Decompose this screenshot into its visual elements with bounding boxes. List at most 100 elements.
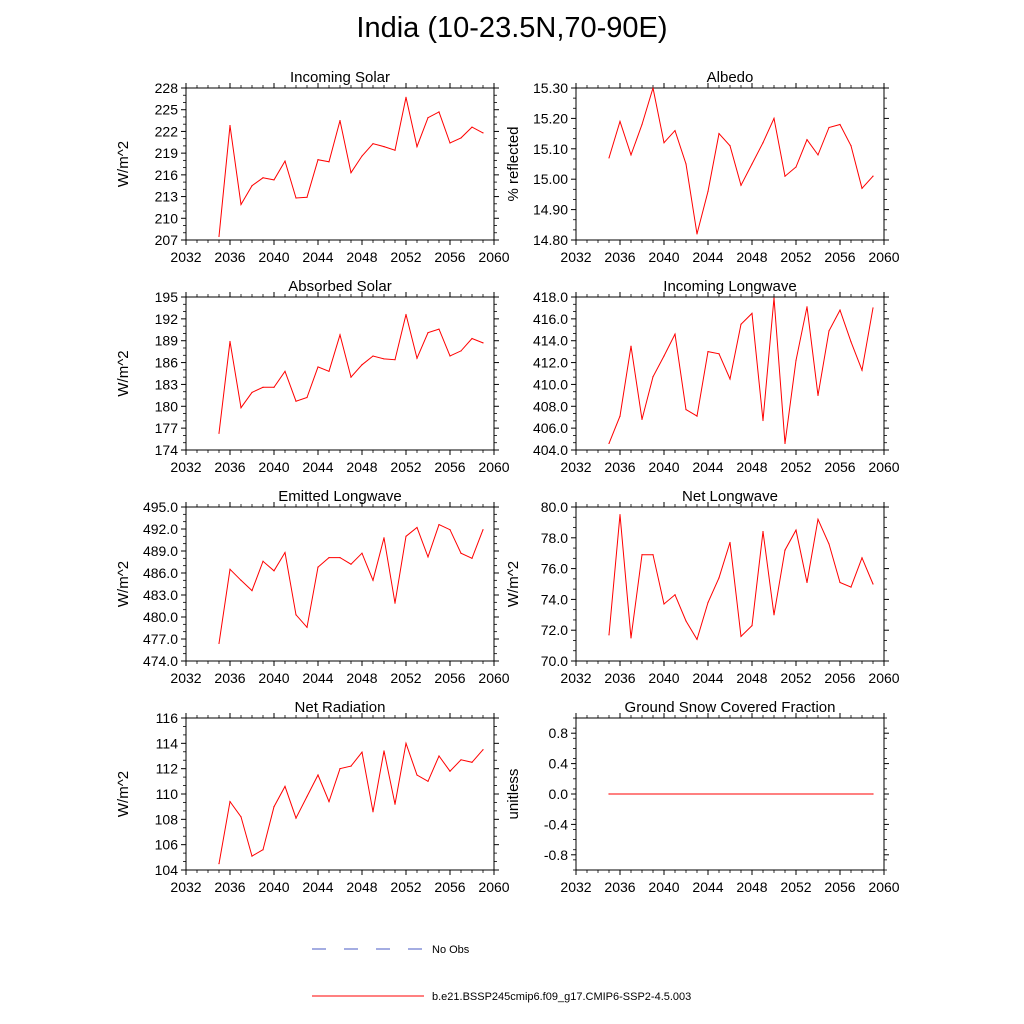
y-tick-label: 112 xyxy=(156,761,179,777)
x-tick-label: 2040 xyxy=(258,249,289,265)
data-point xyxy=(295,817,297,819)
data-point xyxy=(784,549,786,551)
data-point xyxy=(773,297,775,299)
data-point xyxy=(460,552,462,554)
data-point xyxy=(630,154,632,156)
y-tick-label: 174 xyxy=(155,442,179,458)
data-point xyxy=(416,526,418,529)
x-tick-label: 2056 xyxy=(824,459,855,475)
data-point xyxy=(619,514,621,516)
data-point xyxy=(641,418,643,420)
y-tick-label: 74.0 xyxy=(541,591,568,607)
y-tick-label: 406.0 xyxy=(533,420,568,436)
y-tick-label: 492.0 xyxy=(143,521,178,537)
y-tick-label: 418.0 xyxy=(533,289,568,305)
y-tick-label: 106 xyxy=(155,837,179,853)
x-tick-label: 2044 xyxy=(302,670,333,686)
data-point xyxy=(218,432,220,434)
data-point xyxy=(218,863,220,865)
chart-albedo: Albedo 2032 2036 2040 2044 2048 2052 2056 2060 14… xyxy=(505,69,900,265)
data-point xyxy=(718,353,720,355)
data-point xyxy=(427,556,429,558)
y-tick-label: 180 xyxy=(155,398,179,414)
data-point xyxy=(762,419,764,422)
x-tick-label: 2040 xyxy=(648,670,679,686)
data-point xyxy=(449,529,451,531)
y-tick-label: 186 xyxy=(155,355,179,371)
data-point xyxy=(817,518,819,520)
x-tick-label: 2032 xyxy=(560,459,591,475)
data-point xyxy=(251,391,253,394)
data-point xyxy=(652,376,654,378)
data-point xyxy=(861,369,863,371)
y-axis-label: W/m^2 xyxy=(115,350,132,396)
x-tick-label: 2056 xyxy=(434,879,465,895)
y-tick-label: 72.0 xyxy=(541,622,568,638)
x-tick-label: 2056 xyxy=(434,459,465,475)
y-tick-label: 116 xyxy=(156,710,179,726)
figure-title: India (10-23.5N,70-90E) xyxy=(356,12,668,44)
y-tick-label: 0.8 xyxy=(549,725,569,741)
data-point xyxy=(762,142,764,144)
y-axis-label: W/m^2 xyxy=(505,561,522,607)
chart-ground-snow-covered-fraction: Ground Snow Covered Fraction 2032 2036 2040… xyxy=(505,699,900,895)
x-tick-label: 2056 xyxy=(434,249,465,265)
data-point xyxy=(273,806,275,808)
data-point xyxy=(229,125,231,127)
chart-title: Incoming Longwave xyxy=(663,278,796,295)
data-point xyxy=(273,570,275,572)
data-point xyxy=(372,811,374,813)
data-point xyxy=(482,342,484,344)
data-point xyxy=(482,529,484,531)
chart-title: Net Radiation xyxy=(295,699,386,716)
data-point xyxy=(718,577,720,579)
data-point xyxy=(438,111,440,113)
data-point xyxy=(317,159,319,161)
y-tick-label: 489.0 xyxy=(143,543,178,559)
data-point xyxy=(460,759,462,761)
y-axis-label: W/m^2 xyxy=(115,561,132,607)
chart-incoming-longwave: Incoming Longwave 2032 2036 2040 2044 2048 205… xyxy=(533,278,900,475)
y-tick-label: 189 xyxy=(155,333,179,349)
y-tick-label: 110 xyxy=(156,786,179,802)
data-point xyxy=(306,795,308,798)
data-point xyxy=(471,761,473,763)
x-tick-label: 2032 xyxy=(170,459,201,475)
data-point xyxy=(729,541,731,544)
data-point xyxy=(229,801,231,803)
x-tick-label: 2044 xyxy=(692,879,723,895)
data-point xyxy=(416,146,418,148)
x-tick-label: 2040 xyxy=(258,879,289,895)
y-tick-label: 414.0 xyxy=(533,333,568,349)
x-tick-label: 2032 xyxy=(560,670,591,686)
x-tick-label: 2052 xyxy=(390,249,421,265)
chart-title: Incoming Solar xyxy=(290,69,390,86)
data-point xyxy=(718,133,720,135)
data-point xyxy=(850,145,852,147)
data-point xyxy=(685,408,687,411)
data-point xyxy=(608,157,610,159)
series-line xyxy=(218,314,484,434)
data-point xyxy=(339,768,341,770)
y-tick-label: 477.0 xyxy=(143,631,178,647)
data-point xyxy=(284,785,286,788)
legend-model-label: b.e21.BSSP245cmip6.f09_g17.CMIP6-SSP2-4.… xyxy=(432,991,691,1003)
data-point xyxy=(339,334,341,336)
x-tick-label: 2052 xyxy=(390,879,421,895)
y-tick-label: 108 xyxy=(155,811,179,827)
data-point xyxy=(328,161,330,163)
data-point xyxy=(482,132,484,134)
data-point xyxy=(295,614,297,616)
data-point xyxy=(817,154,819,156)
data-point xyxy=(608,634,610,636)
y-tick-label: 15.30 xyxy=(533,80,568,96)
x-tick-label: 2048 xyxy=(346,249,377,265)
y-axis-label: W/m^2 xyxy=(115,771,132,817)
x-tick-label: 2060 xyxy=(868,249,899,265)
data-point xyxy=(240,579,242,581)
x-tick-label: 2036 xyxy=(604,249,635,265)
y-tick-label: 480.0 xyxy=(143,609,178,625)
data-point xyxy=(685,620,687,622)
data-point xyxy=(394,149,396,151)
data-point xyxy=(350,376,352,378)
